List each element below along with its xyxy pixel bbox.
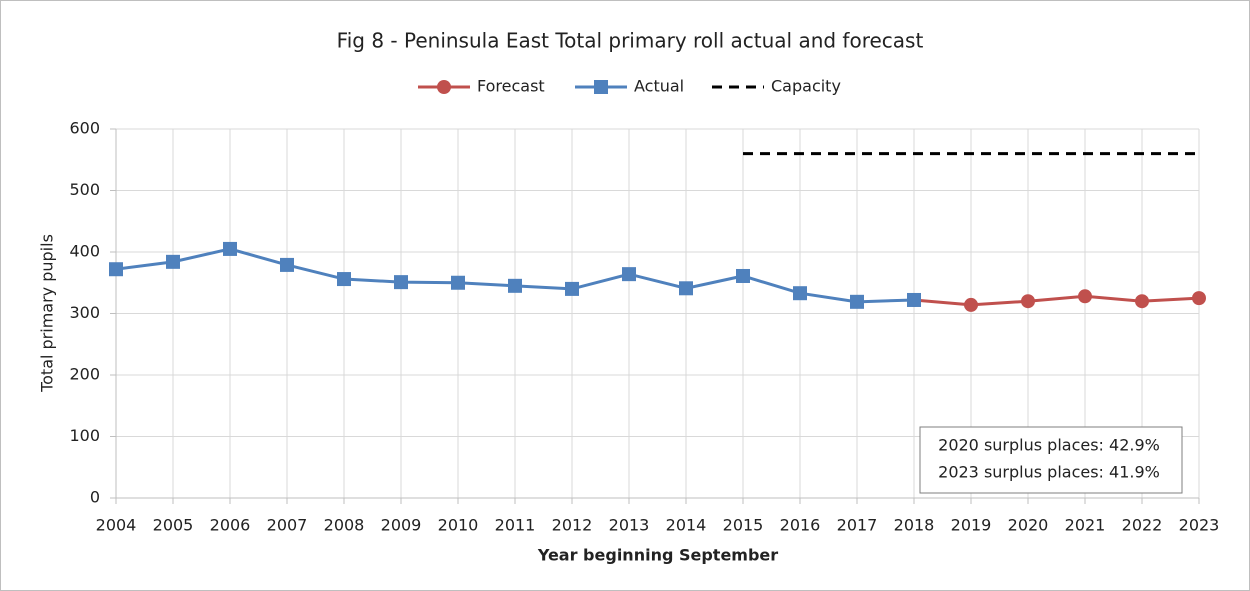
y-tick-label: 600 — [69, 119, 100, 138]
x-tick-label: 2004 — [96, 516, 137, 535]
point — [1192, 291, 1206, 306]
x-tick-label: 2015 — [723, 516, 764, 535]
x-tick-label: 2013 — [609, 516, 650, 535]
series-line — [913, 294, 1200, 307]
point — [223, 241, 237, 256]
y-tick-label: 300 — [69, 303, 100, 322]
x-axis-label: Year beginning September — [537, 546, 778, 565]
annotation: 2020 surplus places: 42.9% — [938, 436, 1160, 455]
point — [850, 294, 864, 309]
point — [679, 281, 693, 296]
x-tick-label: 2017 — [837, 516, 878, 535]
point — [793, 286, 807, 301]
x-tick-label: 2022 — [1122, 516, 1163, 535]
annotation-box — [919, 426, 1183, 494]
x-tick-label: 2010 — [438, 516, 479, 535]
point — [337, 272, 351, 287]
x-tick-label: 2019 — [951, 516, 992, 535]
legend-label: Forecast — [477, 77, 545, 96]
x-tick-label: 2009 — [381, 516, 422, 535]
y-tick-label: 400 — [69, 242, 100, 261]
point — [1078, 289, 1092, 304]
x-tick-label: 2008 — [324, 516, 365, 535]
point — [166, 254, 180, 269]
x-tick-label: 2011 — [495, 516, 536, 535]
legend-label: Actual — [634, 77, 684, 96]
point — [280, 257, 294, 272]
point — [1135, 294, 1149, 309]
point — [109, 262, 123, 277]
y-tick-label: 0 — [90, 488, 100, 507]
point — [394, 275, 408, 290]
point — [451, 275, 465, 290]
x-tick-label: 2021 — [1065, 516, 1106, 535]
point — [1021, 294, 1035, 309]
y-axis-label: Total primary pupils — [38, 234, 57, 393]
point — [565, 281, 579, 296]
chart-title: Fig 8 - Peninsula East Total primary rol… — [337, 29, 924, 53]
x-tick-label: 2014 — [666, 516, 707, 535]
x-tick-label: 2020 — [1008, 516, 1049, 535]
annotation: 2023 surplus places: 41.9% — [938, 463, 1160, 482]
point — [508, 278, 522, 293]
point — [736, 268, 750, 283]
point — [964, 297, 978, 312]
x-tick-label: 2006 — [210, 516, 251, 535]
x-tick-label: 2023 — [1179, 516, 1220, 535]
x-tick-label: 2005 — [153, 516, 194, 535]
point — [907, 292, 921, 307]
y-tick-label: 200 — [69, 365, 100, 384]
y-tick-label: 500 — [69, 180, 100, 199]
x-tick-label: 2018 — [894, 516, 935, 535]
x-tick-label: 2007 — [267, 516, 308, 535]
x-tick-label: 2016 — [780, 516, 821, 535]
x-tick-label: 2012 — [552, 516, 593, 535]
y-tick-label: 100 — [69, 426, 100, 445]
legend-label: Capacity — [771, 77, 841, 96]
point — [622, 267, 636, 282]
